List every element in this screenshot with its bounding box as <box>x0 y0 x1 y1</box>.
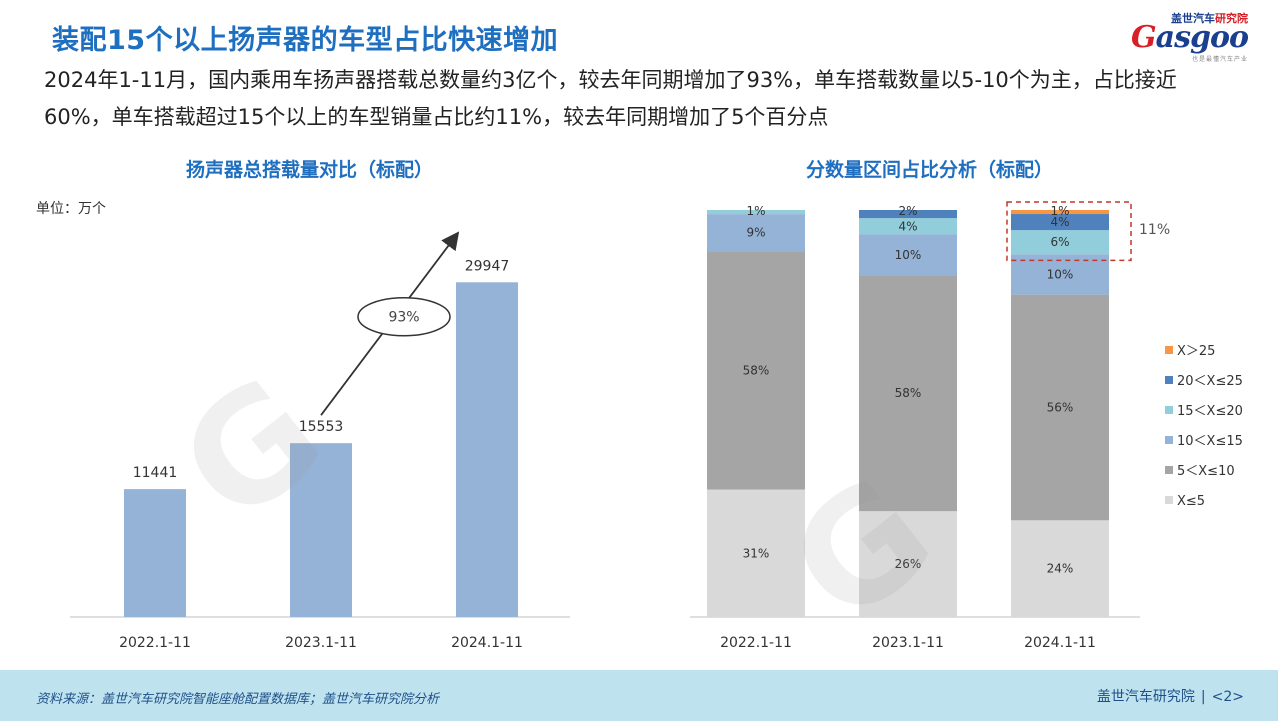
x-tick-label: 2023.1-11 <box>285 635 357 651</box>
segment-2024.1-11-3 <box>1011 230 1109 255</box>
segment-label: 10% <box>1047 267 1074 281</box>
segment-label: 58% <box>743 363 770 377</box>
bar-value-label: 29947 <box>465 258 510 274</box>
segment-2022.1-11-0 <box>707 489 805 617</box>
bar-value-label: 15553 <box>299 419 344 435</box>
segment-label: 1% <box>746 204 765 218</box>
x-tick-label: 2022.1-11 <box>720 635 792 651</box>
right-chart-title: 分数量区间占比分析（标配） <box>806 159 1054 181</box>
segment-label: 2% <box>898 204 917 218</box>
segment-2023.1-11-3 <box>859 218 957 235</box>
logo-wordmark: Gasgoo <box>1131 20 1249 55</box>
highlight-label: 11% <box>1139 222 1170 238</box>
legend-swatch <box>1165 346 1173 354</box>
segment-label: 58% <box>895 386 922 400</box>
bar-value-label: 11441 <box>133 465 178 481</box>
logo-tagline: 也是最懂汽车产业 <box>1191 56 1248 63</box>
segment-label: 6% <box>1050 235 1069 249</box>
legend-label: 15＜X≤20 <box>1177 404 1243 419</box>
x-tick-label: 2023.1-11 <box>872 635 944 651</box>
segment-label: 26% <box>895 557 922 571</box>
segment-2023.1-11-0 <box>859 511 957 617</box>
bar-2024.1-11 <box>456 282 518 617</box>
legend-label: X≤5 <box>1177 494 1205 509</box>
segment-label: 56% <box>1047 400 1074 414</box>
segment-2022.1-11-2 <box>707 214 805 252</box>
x-tick-label: 2022.1-11 <box>119 635 191 651</box>
gasgoo-logo: 盖世汽车研究院 Gasgoo 也是最懂汽车产业 <box>1118 10 1249 63</box>
legend-swatch <box>1165 406 1173 414</box>
segment-label: 4% <box>1050 215 1069 229</box>
left-chart-title: 扬声器总搭载量对比（标配） <box>186 159 434 181</box>
footer-bar <box>0 670 1278 721</box>
segment-label: 9% <box>746 226 765 240</box>
segment-2022.1-11-1 <box>707 251 805 490</box>
segment-label: 31% <box>743 546 770 560</box>
legend-swatch <box>1165 466 1173 474</box>
legend-label: X＞25 <box>1177 344 1215 359</box>
legend-label: 5＜X≤10 <box>1177 464 1235 479</box>
legend-swatch <box>1165 376 1173 384</box>
segment-2024.1-11-5 <box>1011 210 1109 215</box>
logo-cn-text: 盖世汽车研究院 <box>1171 12 1248 25</box>
segment-2023.1-11-2 <box>859 234 957 276</box>
segment-label: 1% <box>1050 204 1069 218</box>
bar-2023.1-11 <box>290 443 352 617</box>
legend-swatch <box>1165 436 1173 444</box>
bar-2022.1-11 <box>124 489 186 617</box>
x-tick-label: 2024.1-11 <box>1024 635 1096 651</box>
segment-2024.1-11-4 <box>1011 214 1109 231</box>
unit-label: 单位：万个 <box>36 201 106 217</box>
segment-2022.1-11-3 <box>707 210 805 215</box>
segment-2024.1-11-1 <box>1011 294 1109 521</box>
page-title: 装配15个以上扬声器的车型占比快速增加 <box>52 25 559 56</box>
growth-ellipse <box>357 296 451 337</box>
segment-2023.1-11-4 <box>859 210 957 219</box>
segment-2024.1-11-0 <box>1011 520 1109 617</box>
highlight-box <box>1006 201 1132 262</box>
segment-label: 24% <box>1047 562 1074 576</box>
segment-label: 10% <box>895 248 922 262</box>
growth-label: 93% <box>388 310 419 326</box>
x-tick-label: 2024.1-11 <box>451 635 523 651</box>
footer-brand-page: 盖世汽车研究院 | <2> <box>1096 689 1244 705</box>
source-note: 资料来源：盖世汽车研究院智能座舱配置数据库；盖世汽车研究院分析 <box>36 692 440 707</box>
legend-label: 10＜X≤15 <box>1177 434 1243 449</box>
segment-2023.1-11-1 <box>859 275 957 512</box>
summary-text: 2024年1-11月，国内乘用车扬声器搭载总数量约3亿个，较去年同期增加了93%… <box>44 68 1177 129</box>
segment-label: 4% <box>898 219 917 233</box>
legend-label: 20＜X≤25 <box>1177 374 1243 389</box>
legend-swatch <box>1165 496 1173 504</box>
